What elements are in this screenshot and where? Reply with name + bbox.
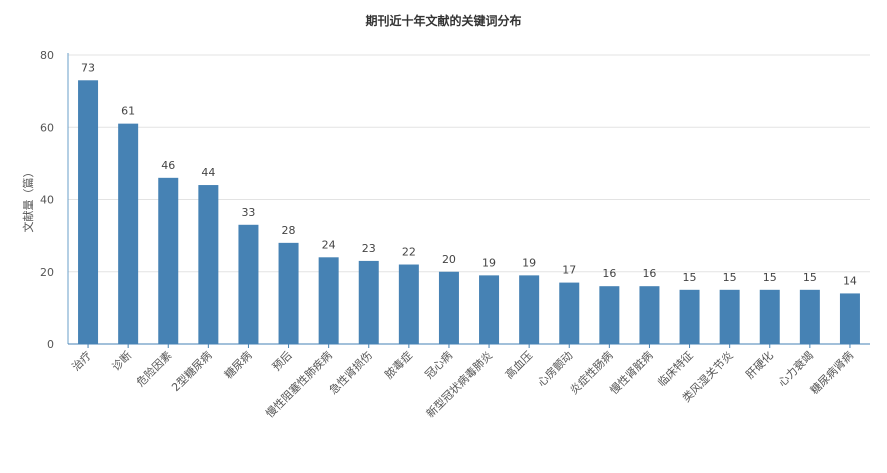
bar-14 — [599, 286, 620, 344]
bar-4 — [198, 185, 219, 344]
bar-16 — [679, 289, 700, 344]
bar-13 — [559, 282, 580, 344]
x-tick-label: 肝硬化 — [743, 348, 776, 381]
value-label: 20 — [442, 253, 456, 266]
bar-5 — [238, 224, 259, 344]
x-tick-label: 临床特征 — [655, 348, 696, 389]
x-tick-label: 糖尿病 — [221, 348, 254, 381]
value-label: 16 — [602, 267, 616, 280]
x-tick-label: 心力衰竭 — [775, 348, 816, 389]
value-label: 15 — [683, 271, 697, 284]
bar-11 — [479, 275, 500, 344]
value-label: 22 — [402, 246, 416, 259]
x-tick-label: 心房颤动 — [534, 348, 575, 389]
value-label: 46 — [161, 159, 175, 172]
chart-title: 期刊近十年文献的关键词分布 — [365, 14, 522, 28]
x-tick-label: 预后 — [270, 349, 295, 374]
bar-18 — [759, 289, 780, 344]
value-label: 16 — [642, 267, 656, 280]
y-tick-label: 80 — [40, 49, 54, 62]
bar-10 — [438, 271, 459, 344]
y-tick-label: 0 — [47, 338, 54, 351]
value-label: 14 — [843, 274, 857, 287]
value-label: 19 — [522, 256, 536, 269]
x-tick-label: 慢性肾脏病 — [607, 348, 656, 397]
bar-1 — [78, 80, 99, 344]
bar-20 — [839, 293, 860, 344]
x-tick-label: 冠心病 — [422, 348, 455, 381]
bar-2 — [118, 123, 139, 344]
value-label: 61 — [121, 105, 135, 118]
value-label: 33 — [241, 206, 255, 219]
value-label: 17 — [562, 264, 576, 277]
x-tick-label: 诊断 — [109, 348, 134, 373]
value-label: 15 — [763, 271, 777, 284]
x-tick-label: 脓毒症 — [382, 348, 415, 381]
bar-8 — [358, 260, 379, 344]
bar-9 — [398, 264, 419, 344]
bar-3 — [158, 177, 179, 344]
x-tick-label: 急性肾损伤 — [326, 348, 375, 397]
value-label: 73 — [81, 61, 95, 74]
bar-12 — [519, 275, 540, 344]
value-label: 28 — [282, 224, 296, 237]
bar-19 — [799, 289, 820, 344]
x-tick-label: 高血压 — [502, 348, 535, 381]
value-label: 44 — [201, 166, 215, 179]
x-tick-label: 慢性阻塞性肺疾病 — [263, 348, 335, 420]
y-axis-label: 文献量（篇） — [21, 167, 35, 233]
x-tick-label: 糖尿病肾病 — [807, 348, 856, 397]
bar-7 — [318, 257, 339, 344]
y-tick-label: 60 — [40, 121, 54, 134]
bar-17 — [719, 289, 740, 344]
value-label: 15 — [803, 271, 817, 284]
x-tick-label: 新型冠状病毒肺炎 — [423, 348, 495, 420]
x-tick-label: 治疗 — [69, 348, 94, 373]
value-label: 23 — [362, 242, 376, 255]
value-label: 15 — [723, 271, 737, 284]
y-tick-label: 20 — [40, 266, 54, 279]
x-tick-label: 2型糖尿病 — [169, 348, 215, 394]
value-label: 19 — [482, 256, 496, 269]
x-tick-label: 危险因素 — [133, 348, 174, 389]
value-label: 24 — [322, 238, 336, 251]
y-tick-label: 40 — [40, 194, 54, 207]
bar-6 — [278, 242, 299, 344]
bar-15 — [639, 286, 660, 344]
